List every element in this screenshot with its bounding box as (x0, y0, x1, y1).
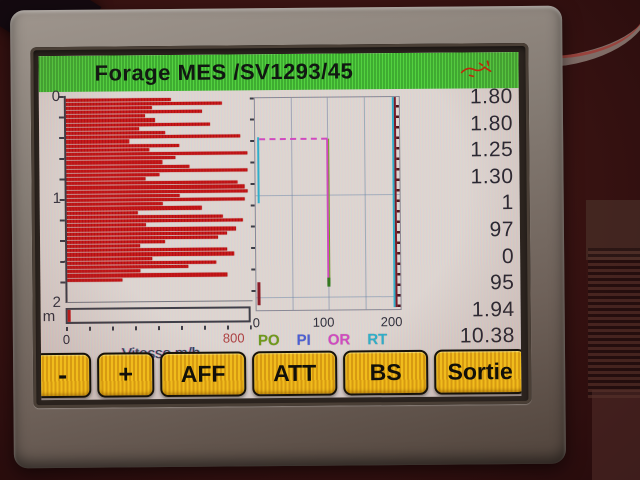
trace-dark-red-stub (257, 282, 261, 306)
readout-value: 1.94 (471, 297, 515, 322)
params-tick-100: 100 (312, 314, 335, 330)
speed-bar (67, 278, 123, 282)
readout-value: 1.80 (469, 85, 513, 109)
params-tick-0: 0 (252, 315, 261, 331)
position-indicator-box (65, 306, 251, 324)
legend-rt: RT (367, 331, 388, 349)
legend-pi: PI (296, 331, 311, 349)
page-title: Forage MES /SV1293/45 (94, 58, 354, 86)
legend-po: PO (257, 332, 280, 350)
background-paper (592, 390, 640, 480)
speed-tick-max: 800 (222, 330, 245, 346)
trace-po-tip (327, 277, 331, 287)
params-legend: PO PI OR RT (258, 331, 388, 349)
plus-button[interactable]: + (97, 352, 155, 398)
function-keys: - + AFF ATT BS Sortie (38, 348, 522, 399)
speed-bars (65, 96, 251, 282)
sortie-button[interactable]: Sortie (433, 348, 522, 395)
depth-tick-0: 0 (51, 87, 61, 106)
readout-column: 1.80 1.80 1.25 1.30 1 97 0 95 1.94 10.38 (423, 84, 515, 351)
readout-value: 0 (501, 244, 515, 268)
readout-value: 1.80 (470, 111, 514, 135)
readout-value: 1.25 (470, 138, 514, 162)
position-indicator-mark (67, 309, 71, 322)
speed-tick-min: 0 (62, 331, 71, 347)
readout-value: 97 (489, 217, 515, 242)
lcd-screen: Forage MES /SV1293/45 0 1 2 m 0 800 (38, 51, 522, 401)
aff-button[interactable]: AFF (159, 351, 247, 398)
background-ribbed-surface (588, 248, 640, 398)
depth-unit-label: m (42, 308, 56, 326)
depth-tick-1: 1 (52, 189, 62, 208)
recorder-device-bezel: Forage MES /SV1293/45 0 1 2 m 0 800 (10, 5, 566, 469)
readout-value: 10.38 (459, 324, 515, 348)
params-tick-200: 200 (380, 314, 403, 330)
readout-value: 1 (501, 191, 514, 215)
legend-or: OR (327, 331, 351, 349)
readout-value: 1.30 (470, 164, 514, 189)
title-bar: Forage MES /SV1293/45 (38, 51, 519, 93)
gridline-50 (290, 97, 294, 310)
bs-button[interactable]: BS (342, 349, 429, 396)
readout-value: 95 (489, 271, 515, 295)
red-scribble-mark (460, 60, 492, 78)
minus-button[interactable]: - (38, 352, 92, 399)
gridline-150 (363, 97, 367, 310)
att-button[interactable]: ATT (251, 350, 338, 397)
